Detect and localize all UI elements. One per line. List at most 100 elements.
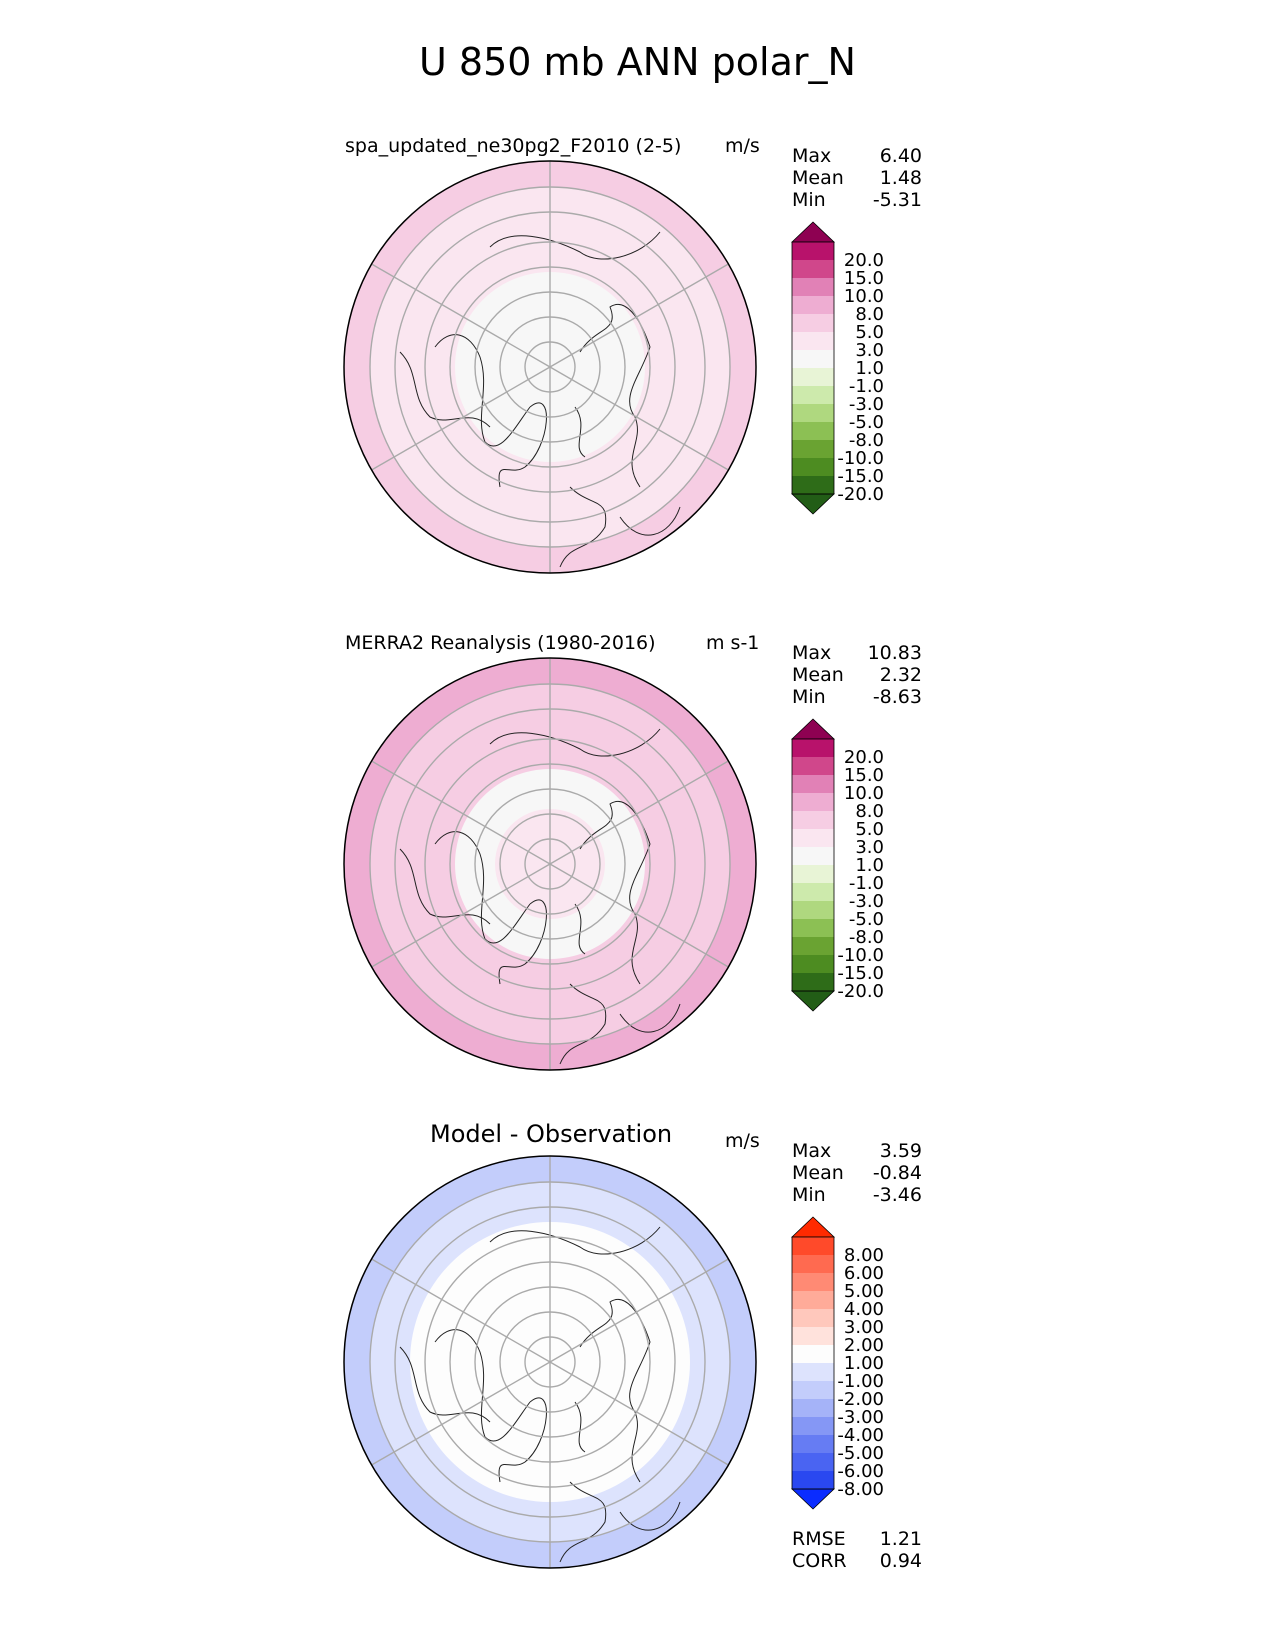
- colorbar-segment: [792, 829, 834, 847]
- panel-reference: MERRA2 Reanalysis (1980-2016) m s-1 Max 1…: [0, 632, 1275, 1127]
- stats-box: Max 10.83 Mean 2.32 Min -8.63: [792, 642, 922, 708]
- colorbar-segment: [792, 386, 834, 404]
- colorbar-segment: [792, 296, 834, 314]
- colorbar-segment: [792, 368, 834, 386]
- colorbar-segment: [792, 1237, 834, 1255]
- stats-box: Max 3.59 Mean -0.84 Min -3.46: [792, 1140, 922, 1206]
- meridian-gridline: [371, 263, 551, 368]
- colorbar-frame: [791, 738, 835, 992]
- coastline: [434, 1329, 531, 1442]
- polar-map: [343, 160, 757, 574]
- coastline: [619, 506, 681, 536]
- stat-value: 2.32: [879, 664, 922, 686]
- colorbar-tick-label: -1.0: [849, 873, 884, 894]
- colorbar-segment: [792, 1399, 834, 1417]
- colorbar-tick-label: -5.00: [837, 1443, 884, 1464]
- meridian-gridline: [371, 366, 551, 471]
- panel-title: MERRA2 Reanalysis (1980-2016): [345, 632, 656, 654]
- colorbar-tick-label: -20.0: [837, 484, 884, 505]
- colorbar-tick-label: 8.00: [844, 1245, 884, 1266]
- colorbar: 20.015.010.08.05.03.01.0-1.0-3.0-5.0-8.0…: [791, 221, 884, 515]
- colorbar-segment: [792, 973, 834, 991]
- stat-label: Mean: [792, 167, 844, 189]
- panel-test: spa_updated_ne30pg2_F2010 (2-5) m/s Max 6…: [0, 135, 1275, 630]
- coastline: [399, 848, 491, 925]
- map-boundary: [343, 160, 757, 574]
- meridian-gridline: [371, 1258, 551, 1363]
- stat-label: Mean: [792, 664, 844, 686]
- colorbar-segment: [792, 847, 834, 865]
- meridian-gridline: [549, 1361, 729, 1466]
- stat-value: -0.84: [872, 1162, 922, 1184]
- colorbar-tick-label: 6.00: [844, 1263, 884, 1284]
- polar-map: [343, 657, 757, 1071]
- colorbar-tick-label: -3.0: [849, 394, 884, 415]
- colorbar-tick-label: -10.0: [837, 448, 884, 469]
- colorbar-tick-label: 5.00: [844, 1281, 884, 1302]
- coastline: [579, 1299, 651, 1483]
- colorbar-tick-label: -15.0: [837, 963, 884, 984]
- colorbar-segment: [792, 1345, 834, 1363]
- metric-label: CORR: [792, 1550, 847, 1572]
- colorbar-extension-top: [791, 1216, 835, 1238]
- colorbar-segment: [792, 422, 834, 440]
- colorbar-segment: [792, 793, 834, 811]
- panel-title: Model - Observation: [430, 1120, 673, 1148]
- colorbar-tick-label: -3.00: [837, 1407, 884, 1428]
- stat-value: 10.83: [867, 642, 922, 664]
- colorbar-segment: [792, 1417, 834, 1435]
- colorbar-extension-top: [791, 221, 835, 243]
- colorbar-segment: [792, 1381, 834, 1399]
- colorbar-segment: [792, 955, 834, 973]
- coastline: [489, 231, 661, 260]
- colorbar-segment: [792, 332, 834, 350]
- field-layer: [344, 1156, 756, 1568]
- colorbar-segment: [792, 260, 834, 278]
- colorbar-tick-label: 10.0: [844, 783, 884, 804]
- stats-box: Max 6.40 Mean 1.48 Min -5.31: [792, 145, 922, 211]
- colorbar-segment: [792, 1435, 834, 1453]
- colorbar-segment: [792, 242, 834, 260]
- colorbar-tick-label: -2.00: [837, 1389, 884, 1410]
- colorbar-extension-bottom: [791, 1488, 835, 1510]
- colorbar-segment: [792, 1363, 834, 1381]
- coastline: [434, 831, 531, 944]
- colorbar-tick-label: -20.0: [837, 981, 884, 1002]
- meridian-gridline: [549, 263, 729, 368]
- colorbar-tick-label: -1.0: [849, 376, 884, 397]
- colorbar-tick-label: 20.0: [844, 747, 884, 768]
- colorbar-tick-label: -8.0: [849, 927, 884, 948]
- colorbar-tick-label: 20.0: [844, 250, 884, 271]
- stat-label: Min: [792, 189, 826, 211]
- difference-metrics: RMSE 1.21 CORR 0.94: [792, 1528, 922, 1572]
- colorbar-tick-label: 15.0: [844, 765, 884, 786]
- colorbar-segment: [792, 775, 834, 793]
- panel-difference: Model - Observation m/s Max 3.59 Mean -0.8…: [0, 1120, 1275, 1625]
- colorbar-tick-label: 8.0: [855, 801, 884, 822]
- coastline: [489, 1226, 661, 1255]
- colorbar-tick-label: -5.0: [849, 909, 884, 930]
- metric-label: RMSE: [792, 1528, 846, 1550]
- colorbar-segment: [792, 883, 834, 901]
- colorbar-tick-label: -8.0: [849, 430, 884, 451]
- colorbar-segment: [792, 1291, 834, 1309]
- colorbar-segment: [792, 278, 834, 296]
- colorbar-tick-label: 5.0: [855, 322, 884, 343]
- polar-map: [343, 1155, 757, 1569]
- colorbar-tick-label: 3.0: [855, 837, 884, 858]
- stat-label: Min: [792, 1184, 826, 1206]
- colorbar-tick-label: 8.0: [855, 304, 884, 325]
- colorbar-tick-label: 2.00: [844, 1335, 884, 1356]
- colorbar-extension-bottom: [791, 990, 835, 1012]
- field-layer: [344, 161, 756, 573]
- map-boundary: [343, 1155, 757, 1569]
- colorbar-tick-label: 3.0: [855, 340, 884, 361]
- stat-value: -3.46: [872, 1184, 922, 1206]
- coastline: [559, 1481, 607, 1563]
- colorbar-tick-label: -6.00: [837, 1461, 884, 1482]
- coastline: [579, 801, 651, 985]
- colorbar-tick-label: -5.0: [849, 412, 884, 433]
- colorbar-segment: [792, 1453, 834, 1471]
- colorbar-tick-label: 5.0: [855, 819, 884, 840]
- panel-title: spa_updated_ne30pg2_F2010 (2-5): [345, 135, 682, 157]
